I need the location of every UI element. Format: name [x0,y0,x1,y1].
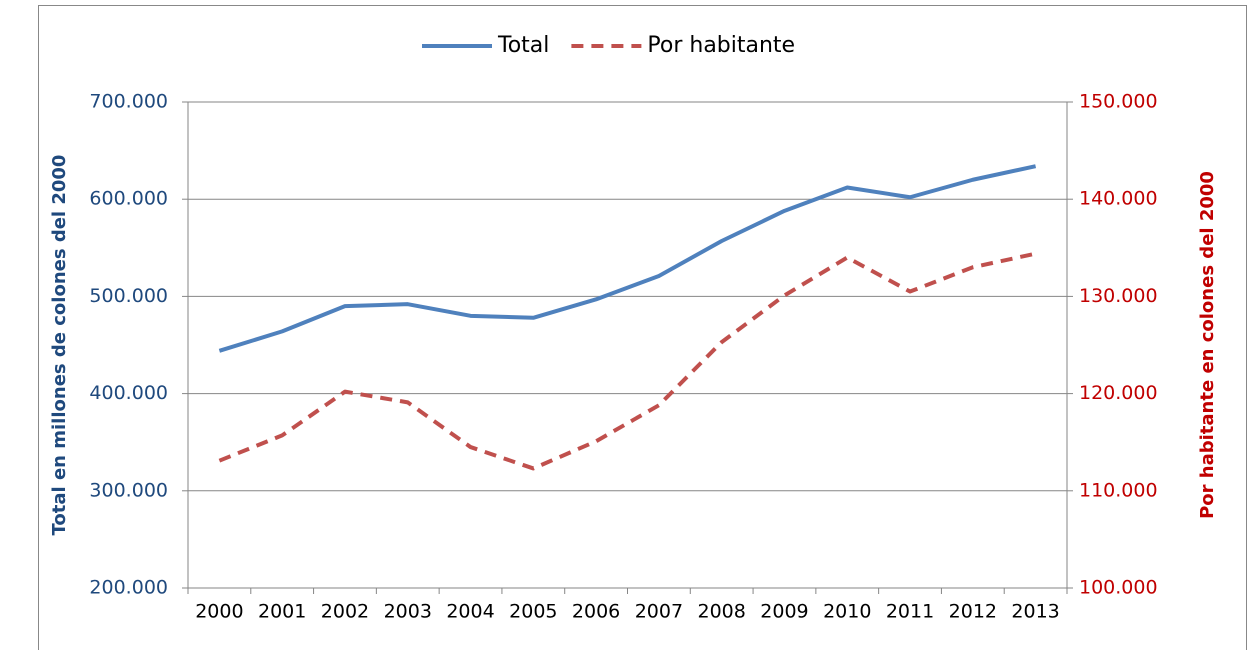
x-tick-label: 2013 [1011,601,1059,623]
y2-tick-label: 100.000 [1079,577,1158,599]
x-tick-label: 2001 [258,601,306,623]
legend-label: Total [497,33,549,58]
y-tick-label: 500.000 [89,285,168,307]
y2-tick-label: 110.000 [1079,479,1158,501]
x-tick-label: 2009 [760,601,808,623]
y2-axis-title: Por habitante en colones del 2000 [1197,171,1218,519]
x-tick-label: 2005 [509,601,557,623]
y-tick-label: 600.000 [89,188,168,210]
x-tick-label: 2010 [823,601,871,623]
legend-label: Por habitante [647,33,795,58]
x-tick-label: 2012 [949,601,997,623]
x-tick-label: 2011 [886,601,934,623]
y2-tick-label: 120.000 [1079,382,1158,404]
y-axis-title: Total en millones de colones del 2000 [49,155,70,536]
y2-tick-label: 150.000 [1079,91,1158,113]
y2-tick-label: 130.000 [1079,285,1158,307]
data-line [218,164,1037,353]
x-tick-label: 2007 [635,601,683,623]
x-tick-label: 2000 [195,601,243,623]
y-tick-label: 400.000 [89,382,168,404]
x-tick-label: 2008 [697,601,745,623]
x-tick-label: 2002 [321,601,369,623]
x-tick-label: 2006 [572,601,620,623]
y2-tick-label: 140.000 [1079,188,1158,210]
x-tick-label: 2004 [446,601,494,623]
x-tick-label: 2003 [384,601,432,623]
y-tick-label: 300.000 [89,479,168,501]
y-tick-label: 700.000 [89,91,168,113]
y-tick-label: 200.000 [89,577,168,599]
